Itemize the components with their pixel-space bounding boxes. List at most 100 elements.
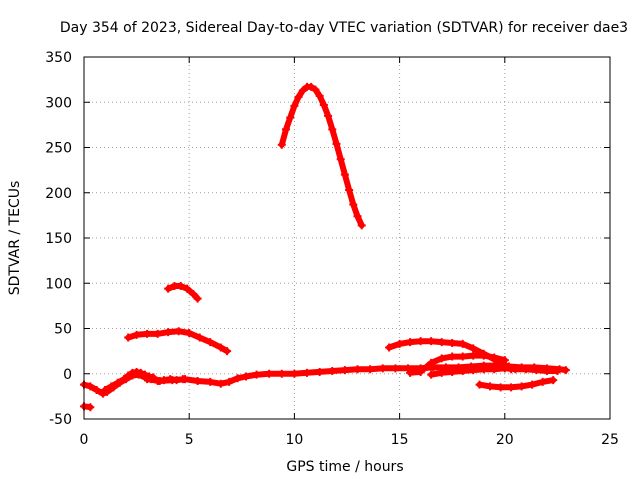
data-point (124, 333, 133, 342)
data-point (391, 364, 400, 373)
x-tick-label: 10 (285, 432, 303, 448)
y-axis-label: SDTVAR / TECUs (7, 181, 23, 296)
series-arc-i (406, 351, 509, 377)
data-point (406, 338, 415, 347)
data-point (406, 368, 415, 377)
data-point (286, 113, 295, 122)
data-point (366, 365, 375, 374)
y-tick-label: 350 (45, 50, 72, 66)
data-point (479, 351, 488, 360)
data-point (119, 375, 128, 384)
data-point (458, 352, 467, 361)
series-layer (80, 82, 570, 412)
data-point (153, 329, 162, 338)
data-point (336, 155, 345, 164)
data-point (290, 369, 299, 378)
data-point (101, 386, 110, 395)
data-point (124, 371, 133, 380)
data-point (345, 186, 354, 195)
data-point (164, 284, 173, 293)
data-point (189, 290, 198, 299)
data-point (132, 330, 141, 339)
data-point (319, 100, 328, 109)
data-point (183, 284, 192, 293)
data-point (448, 352, 457, 361)
data-point (469, 351, 478, 360)
data-point (223, 347, 232, 356)
data-point (233, 374, 242, 383)
data-point (216, 343, 225, 352)
data-point (86, 403, 95, 412)
data-point (290, 101, 299, 110)
data-point (542, 367, 551, 376)
chart-title: Day 354 of 2023, Sidereal Day-to-day VTE… (60, 20, 628, 36)
data-point (349, 200, 358, 209)
y-tick-label: -50 (49, 412, 72, 428)
data-point (448, 367, 457, 376)
data-point (511, 365, 520, 374)
y-tick-label: 150 (45, 231, 72, 247)
data-point (174, 327, 183, 336)
series-arc-e (124, 327, 232, 356)
series-arc-j (475, 376, 558, 392)
data-point (416, 367, 425, 376)
data-point (458, 367, 467, 376)
data-point (315, 91, 324, 100)
y-tick-label: 300 (45, 95, 72, 111)
data-point (315, 367, 324, 376)
data-point (164, 328, 173, 337)
data-point (475, 380, 484, 389)
data-point (332, 139, 341, 148)
x-tick-label: 15 (391, 432, 409, 448)
data-point (155, 376, 164, 385)
data-point (496, 383, 505, 392)
data-point (521, 365, 530, 374)
data-point (469, 344, 478, 353)
series-arc-f (164, 281, 202, 303)
data-point (252, 370, 261, 379)
data-point (225, 377, 234, 386)
data-point (303, 368, 312, 377)
data-point (86, 382, 95, 391)
data-point (437, 338, 446, 347)
data-point (340, 170, 349, 179)
data-point (281, 125, 290, 134)
data-point (136, 368, 145, 377)
data-point (242, 372, 251, 381)
data-point (427, 337, 436, 346)
data-point (340, 366, 349, 375)
data-point (307, 82, 316, 91)
data-point (500, 364, 509, 373)
y-tick-label: 100 (45, 276, 72, 292)
data-point (528, 380, 537, 389)
data-point (385, 343, 394, 352)
data-point (458, 339, 467, 348)
data-point (517, 382, 526, 391)
x-tick-label: 25 (601, 432, 619, 448)
data-point (479, 365, 488, 374)
y-tick-label: 250 (45, 141, 72, 157)
data-point (180, 375, 189, 384)
data-point (193, 294, 202, 303)
data-point (553, 367, 562, 376)
data-point (507, 383, 516, 392)
data-point (195, 333, 204, 342)
data-point (143, 329, 152, 338)
data-point (277, 140, 286, 149)
y-tick-label: 50 (54, 322, 72, 338)
x-tick-label: 20 (496, 432, 514, 448)
x-axis-ticks: 0 5 10 15 20 25 (80, 57, 619, 448)
data-point (265, 369, 274, 378)
data-point (185, 329, 194, 338)
data-point (294, 92, 303, 101)
series-trace (407, 352, 508, 376)
grid (84, 57, 610, 419)
data-point (490, 353, 499, 362)
x-tick-label: 0 (80, 432, 89, 448)
data-point (538, 377, 547, 386)
y-tick-label: 0 (63, 367, 72, 383)
series-arc-g (277, 82, 366, 230)
series-arc-b (80, 402, 95, 412)
data-point (395, 339, 404, 348)
